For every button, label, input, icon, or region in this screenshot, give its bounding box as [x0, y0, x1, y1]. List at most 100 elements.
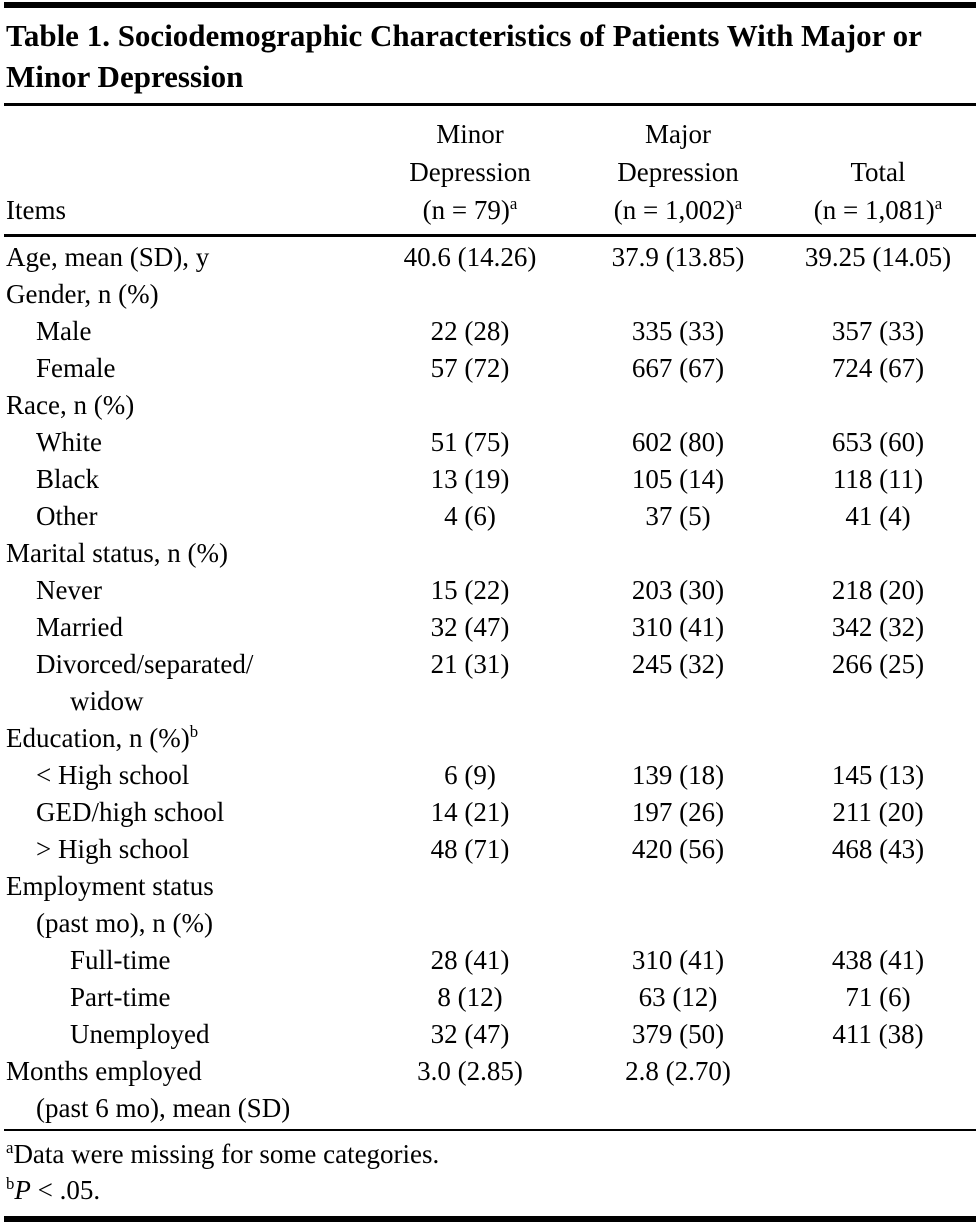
cell-col2: 105 (14): [631, 464, 725, 494]
row-label: Female: [36, 353, 116, 383]
cell-col1: 57 (72): [430, 353, 510, 383]
cell-col3: 357 (33): [831, 316, 925, 346]
top-rule: [4, 2, 976, 8]
cell-col2: 139 (18): [631, 760, 725, 790]
row-label: Part-time: [70, 982, 171, 1012]
row-label: Never: [36, 575, 102, 605]
table-row: Race, n (%): [4, 387, 976, 424]
cell-col3: 468 (43): [831, 834, 925, 864]
column-header-line: Minor: [436, 119, 504, 149]
cell-col3: 342 (32): [831, 612, 925, 642]
cell-col3: 411 (38): [832, 1019, 924, 1049]
footnote: bP < .05.: [6, 1174, 101, 1205]
row-label: Gender, n (%): [6, 279, 159, 309]
total-column-header: Total (n = 1,081)a: [780, 153, 976, 229]
table-row: Female 57 (72) 667 (67) 724 (67): [4, 350, 976, 387]
row-label: Employment status: [6, 871, 214, 901]
cell-col3: [780, 720, 976, 757]
row-label: < High school: [36, 760, 190, 790]
table-row: Full-time 28 (41) 310 (41) 438 (41): [4, 942, 976, 979]
items-column-header: Items: [6, 195, 66, 225]
cell-col3: [780, 1090, 976, 1127]
cell-col2: [576, 535, 780, 572]
cell-col3: 266 (25): [831, 649, 925, 679]
cell-col3: 211 (20): [832, 797, 924, 827]
cell-col2: 2.8 (2.70): [625, 1056, 731, 1086]
table-row: Other 4 (6) 37 (5) 41 (4): [4, 498, 976, 535]
footnote-marker: b: [189, 722, 199, 741]
cell-col3: [780, 387, 976, 424]
cell-col1: 51 (75): [430, 427, 510, 457]
table-row: Part-time 8 (12) 63 (12) 71 (6): [4, 979, 976, 1016]
table-row: Unemployed 32 (47) 379 (50) 411 (38): [4, 1016, 976, 1053]
table-row: Gender, n (%): [4, 276, 976, 313]
cell-col1: [364, 535, 576, 572]
footnote: aData were missing for some categories.: [6, 1138, 440, 1169]
table-row: Divorced/separated/21 (31) 245 (32) 266 (2…: [4, 646, 976, 683]
row-label: Full-time: [70, 945, 171, 975]
column-header-line: (n = 1,081)a: [813, 194, 943, 225]
cell-col1: 48 (71): [430, 834, 510, 864]
cell-col3: 218 (20): [831, 575, 925, 605]
header-rule: [4, 234, 976, 237]
row-label: Unemployed: [70, 1019, 210, 1049]
cell-col2: 245 (32): [631, 649, 725, 679]
table-row: Black 13 (19) 105 (14) 118 (11): [4, 461, 976, 498]
cell-col2: [576, 1090, 780, 1127]
cell-col3: [780, 905, 976, 942]
row-label: (past 6 mo), mean (SD): [36, 1093, 291, 1123]
row-label: widow: [70, 686, 144, 716]
table-body: Age, mean (SD), y 40.6 (14.26) 37.9 (13.85…: [4, 237, 976, 1129]
table-row: Employment status: [4, 868, 976, 905]
table-row: GED/high school 14 (21) 197 (26) 211 (20): [4, 794, 976, 831]
footnote-marker: a: [734, 194, 743, 213]
cell-col1: [364, 276, 576, 313]
row-label: White: [36, 427, 102, 457]
table-row: > High school 48 (71) 420 (56) 468 (43): [4, 831, 976, 868]
cell-col3: 653 (60): [831, 427, 925, 457]
cell-col2: [576, 720, 780, 757]
table-row: < High school 6 (9) 139 (18) 145 (13): [4, 757, 976, 794]
column-header-line: Depression: [617, 157, 739, 187]
footnote-marker: a: [509, 194, 518, 213]
column-header-line: Depression: [409, 157, 531, 187]
column-header-line: (n = 79)a: [422, 194, 518, 225]
cell-col1: [364, 905, 576, 942]
cell-col3: [780, 683, 976, 720]
cell-col2: 203 (30): [631, 575, 725, 605]
cell-col1: 21 (31): [430, 649, 510, 679]
cell-col1: 8 (12): [437, 982, 503, 1012]
row-label: Marital status, n (%): [6, 538, 228, 568]
cell-col3: 41 (4): [845, 501, 911, 531]
cell-col1: [364, 683, 576, 720]
cell-col1: 28 (41): [430, 945, 510, 975]
cell-col1: 32 (47): [430, 1019, 510, 1049]
cell-col2: 420 (56): [631, 834, 725, 864]
footnote-marker: a: [6, 1138, 14, 1157]
cell-col3: 438 (41): [831, 945, 925, 975]
column-header-line: Total: [850, 157, 906, 187]
row-label: Education, n (%)b: [6, 722, 199, 753]
row-label: Male: [36, 316, 92, 346]
table-row: Married 32 (47) 310 (41) 342 (32): [4, 609, 976, 646]
italic-p: P: [14, 1175, 31, 1205]
row-label: (past mo), n (%): [36, 908, 213, 938]
table-row: (past 6 mo), mean (SD): [4, 1090, 976, 1127]
table-header: Items Minor Depression (n = 79)a Major Depr…: [4, 106, 976, 234]
cell-col1: 4 (6): [444, 501, 496, 531]
table-row: widow: [4, 683, 976, 720]
row-label: Black: [36, 464, 99, 494]
major-depression-column-header: Major Depression (n = 1,002)a: [576, 115, 780, 229]
table-row: Months employed 3.0 (2.85) 2.8 (2.70): [4, 1053, 976, 1090]
cell-col3: 39.25 (14.05): [804, 242, 952, 272]
cell-col1: 40.6 (14.26): [403, 242, 537, 272]
cell-col2: [576, 387, 780, 424]
cell-col1: [364, 868, 576, 905]
cell-col3: [780, 868, 976, 905]
row-label: Other: [36, 501, 98, 531]
table-row: Marital status, n (%): [4, 535, 976, 572]
cell-col2: [576, 868, 780, 905]
cell-col3: 145 (13): [831, 760, 925, 790]
row-label: Months employed: [6, 1056, 202, 1086]
